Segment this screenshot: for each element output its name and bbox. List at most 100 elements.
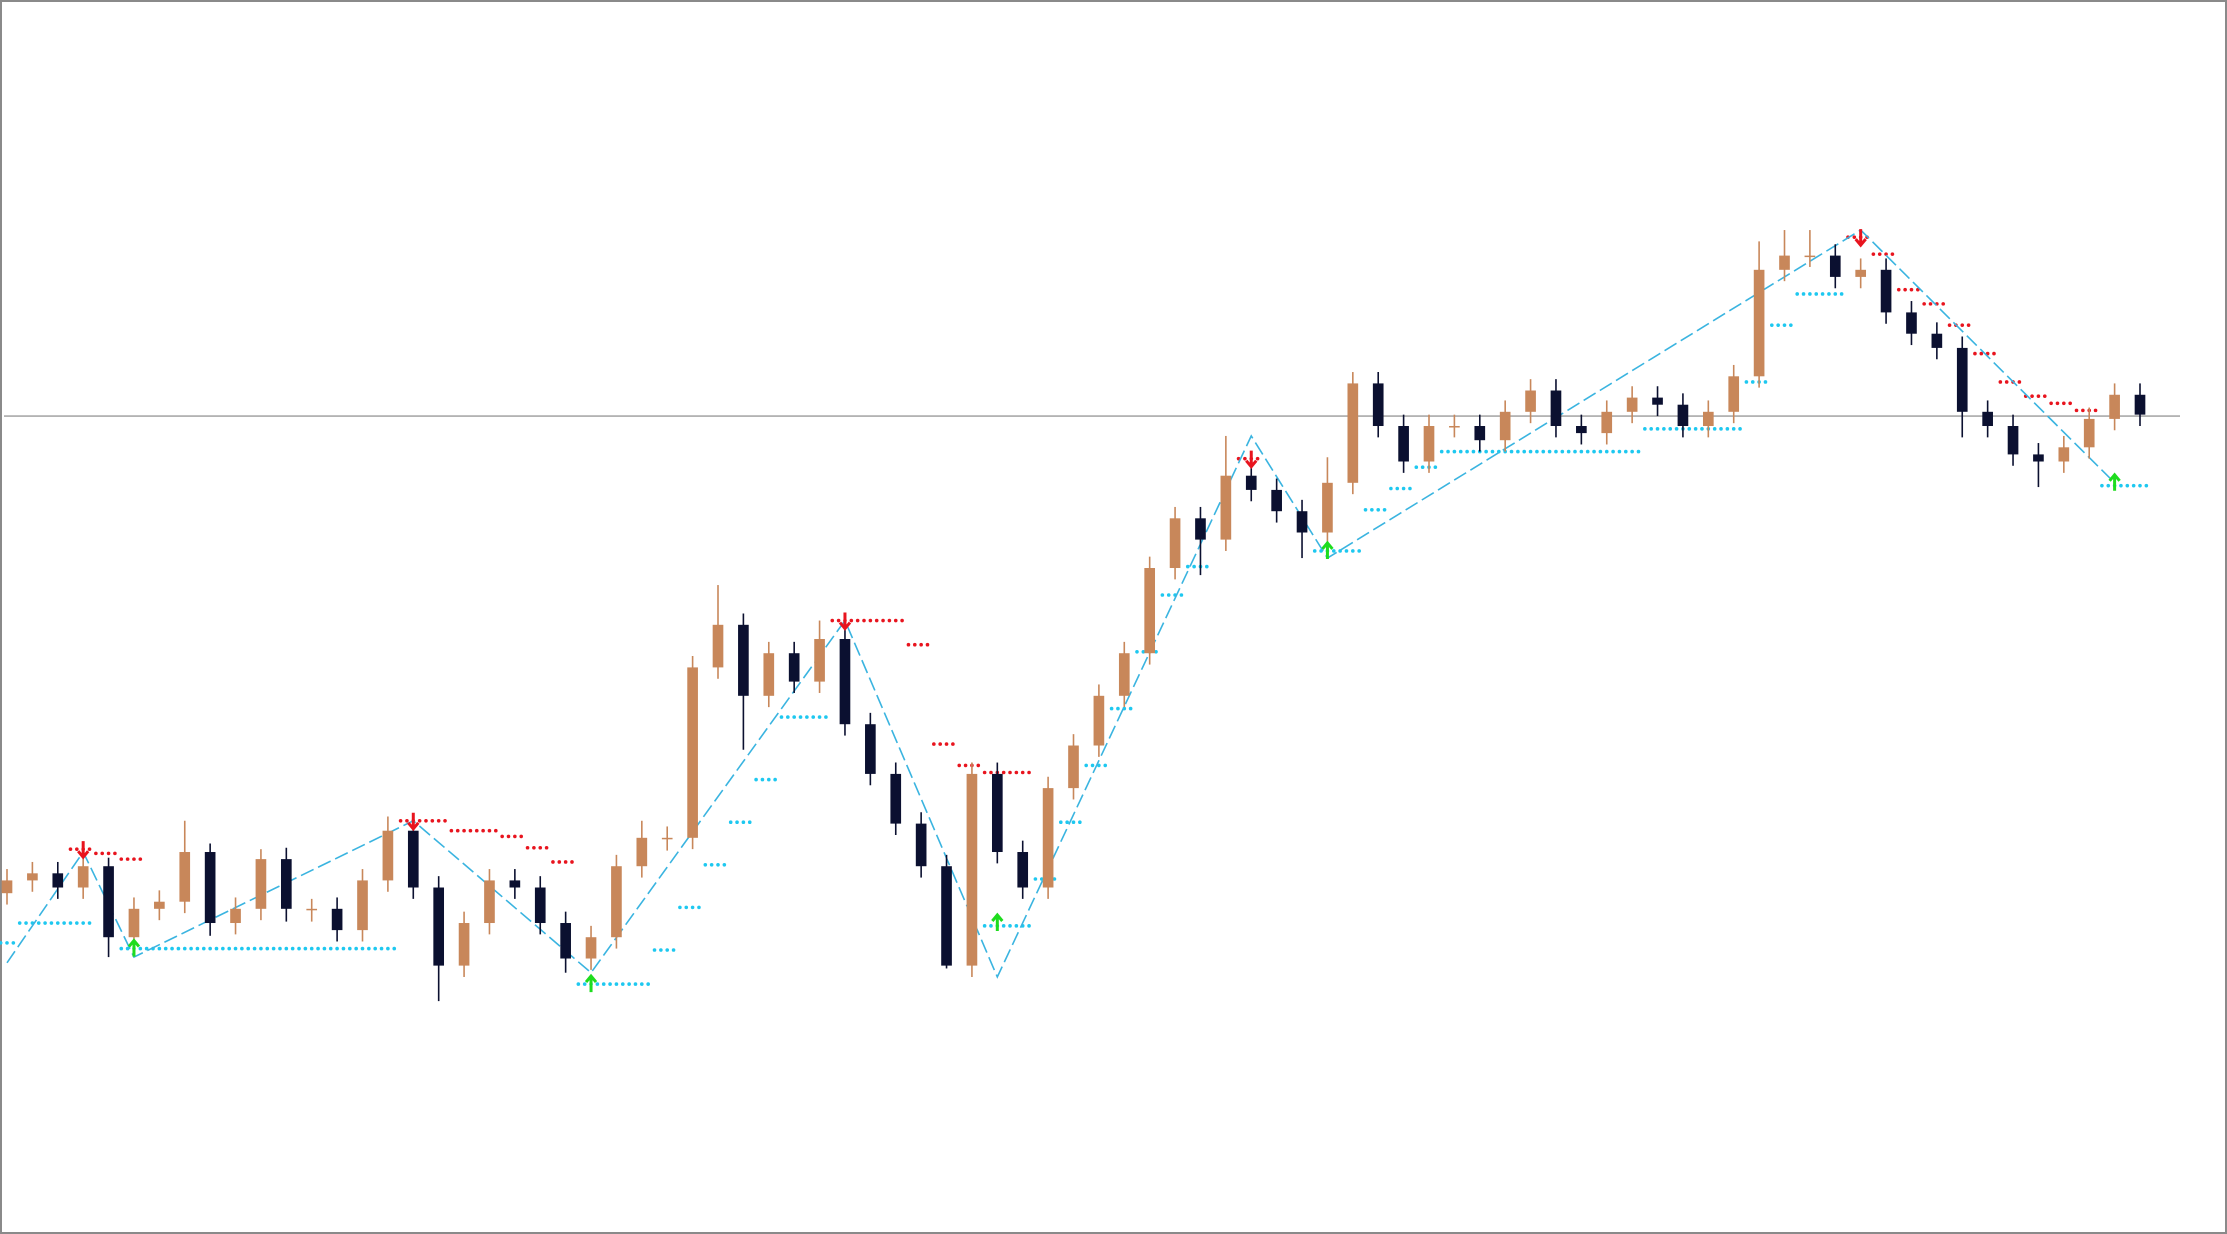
resistance-dot [989,770,993,775]
resistance-dot [87,847,92,851]
candle-body [1652,397,1663,405]
support-dot [182,946,187,951]
resistance-dot [468,828,473,833]
candle-body [1423,426,1435,462]
support-dot [1185,564,1190,569]
support-dot [309,946,314,951]
candle-body [1042,788,1054,888]
candle-body [509,880,521,888]
resistance-dot [474,828,479,833]
candle-body [890,773,902,824]
support-dot [1027,924,1031,928]
resistance-dot [405,818,409,823]
support-dot [68,921,73,925]
support-dot [87,921,92,925]
resistance-dot [525,845,530,850]
resistance-dot [2074,408,2079,413]
support-dot [1465,449,1469,454]
resistance-dot [874,618,879,623]
resistance-dot [1896,287,1901,292]
support-dot [1528,449,1533,454]
resistance-dot [2081,408,2085,413]
resistance-dot [500,834,504,839]
resistance-dot [900,618,904,623]
resistance-dot [2055,401,2060,406]
support-dot [1776,323,1780,327]
support-dot [1109,706,1114,711]
resistance-dot [2030,394,2034,398]
resistance-dot [1871,252,1876,256]
candle-body [636,837,648,867]
resistance-dot [2036,394,2041,398]
candle-body [1474,426,1486,441]
candle-body [1677,404,1689,427]
support-dot [1738,427,1742,431]
support-dot [214,946,219,951]
support-dot [1516,449,1520,454]
resistance-dot [951,742,955,746]
support-dot [1820,292,1825,296]
support-dot [2131,483,2136,488]
candle-body [128,908,140,938]
support-dot [1344,549,1349,553]
support-dot [1827,292,1831,296]
support-dot [1071,820,1076,824]
support-dot [195,946,200,951]
support-dot [1808,292,1812,296]
support-dot [1604,449,1609,454]
candle-body [1829,255,1841,277]
support-dot [119,946,124,951]
candle-body [306,908,318,911]
support-dot [1420,465,1425,469]
support-dot [379,946,384,951]
support-dot [766,777,771,782]
resistance-dot [855,618,860,623]
support-dot [316,946,320,951]
resistance-dot [494,828,498,833]
support-dot [1814,292,1819,296]
resistance-dot [551,860,555,864]
candle-body [915,823,927,867]
candle-body [865,724,876,774]
resistance-dot [481,828,485,833]
support-dot [690,905,695,910]
candle-body [560,923,571,959]
candle-body [280,859,292,909]
support-dot [1750,380,1755,384]
support-dot [1059,820,1063,824]
support-dot [24,921,28,925]
resistance-dot [125,857,130,861]
resistance-dot [1947,323,1952,327]
support-dot [36,921,41,925]
support-dot [1617,449,1622,454]
resistance-dot [113,851,117,856]
support-dot [620,982,625,986]
resistance-dot [849,618,854,623]
resistance-dot [398,818,403,823]
resistance-dot [2093,408,2098,413]
support-dot [1585,449,1590,454]
resistance-dot [912,642,917,647]
resistance-dot [982,770,987,775]
support-dot [1446,449,1450,454]
support-dot [208,946,212,951]
support-dot [341,946,346,951]
support-dot [1668,427,1673,431]
resistance-dot [938,742,942,746]
support-dot [709,862,714,867]
support-dot [1141,649,1146,654]
support-dot [265,946,270,951]
resistance-dot [519,834,524,839]
resistance-dot [932,742,936,746]
support-dot [1643,427,1647,431]
candle-body [1372,383,1384,427]
candle-body [611,866,622,938]
support-dot [348,946,352,951]
support-dot [1623,449,1628,454]
support-dot [1484,449,1488,454]
support-dot [697,905,701,910]
support-dot [1357,549,1361,553]
support-dot [1376,507,1381,512]
candle-body [484,880,495,924]
sell-arrow [1245,450,1258,470]
